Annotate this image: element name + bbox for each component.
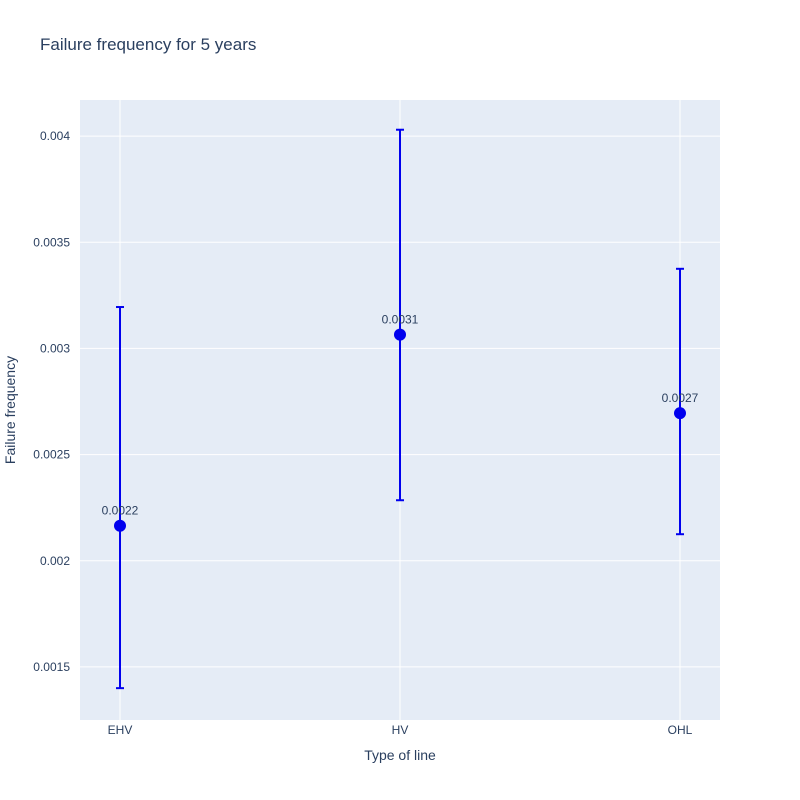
x-tick-label: HV	[392, 723, 409, 737]
data-point[interactable]	[674, 407, 686, 420]
y-tick-label: 0.0015	[33, 660, 70, 674]
x-axis-title: Type of line	[364, 747, 436, 763]
y-axis-title: Failure frequency	[2, 356, 18, 464]
data-label: 0.0027	[662, 391, 699, 405]
data-label: 0.0031	[382, 313, 419, 327]
y-tick-label: 0.0035	[33, 235, 70, 249]
chart-title: Failure frequency for 5 years	[40, 35, 256, 54]
data-point[interactable]	[394, 328, 406, 341]
y-tick-label: 0.003	[40, 341, 70, 355]
data-point[interactable]	[114, 519, 126, 532]
y-tick-label: 0.004	[40, 129, 70, 143]
x-tick-label: EHV	[108, 723, 133, 737]
x-tick-label: OHL	[668, 723, 693, 737]
axis-ticks: 0.0015 0.002 0.0025 0.003 0.0035 0.004 EHV HV OH…	[33, 129, 692, 737]
y-tick-label: 0.002	[40, 554, 70, 568]
data-marks: 0.0022 0.0031 0.0027	[102, 128, 699, 690]
y-tick-label: 0.0025	[33, 448, 70, 462]
data-label: 0.0022	[102, 504, 139, 518]
